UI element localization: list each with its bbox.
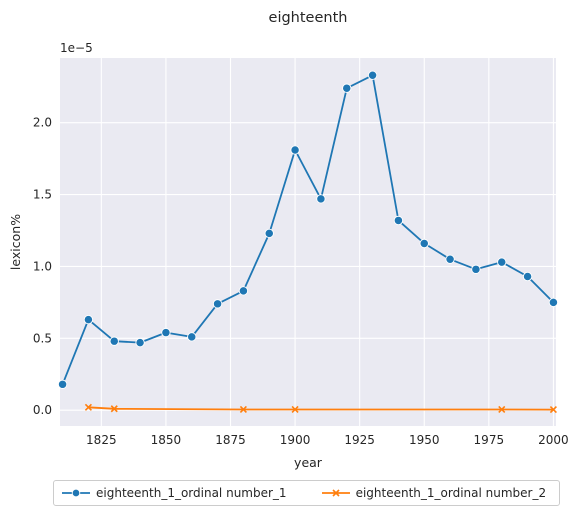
- legend-label-series-1: eighteenth_1_ordinal number_1: [96, 486, 287, 500]
- data-point: [84, 315, 92, 323]
- data-point: [110, 337, 118, 345]
- data-point: [58, 380, 66, 388]
- data-point: [523, 272, 531, 280]
- y-offset-text: 1e−5: [60, 41, 93, 55]
- legend-entry-series-2[interactable]: eighteenth_1_ordinal number_2: [322, 486, 547, 500]
- y-tick-label: 0.5: [33, 331, 52, 345]
- x-tick-label: 1900: [280, 433, 311, 447]
- data-point: [136, 338, 144, 346]
- y-tick-label: 1.0: [33, 259, 52, 273]
- data-point: [343, 84, 351, 92]
- data-point: [162, 328, 170, 336]
- x-axis-label: year: [294, 455, 323, 470]
- x-tick-label: 1950: [409, 433, 440, 447]
- x-axis-ticks: 1825 1850 1875 1900 1925 1950 1975 2000: [86, 433, 569, 447]
- legend: eighteenth_1_ordinal number_1 eighteenth…: [53, 480, 560, 506]
- data-point: [317, 195, 325, 203]
- circle-marker-icon: [62, 487, 90, 499]
- x-tick-label: 1975: [474, 433, 505, 447]
- data-point: [549, 298, 557, 306]
- y-tick-label: 2.0: [33, 116, 52, 130]
- data-point: [188, 333, 196, 341]
- data-point: [291, 146, 299, 154]
- x-tick-label: 1825: [86, 433, 117, 447]
- x-tick-label: 2000: [538, 433, 569, 447]
- x-tick-label: 1850: [151, 433, 182, 447]
- x-marker-icon: [322, 487, 350, 499]
- data-point: [239, 287, 247, 295]
- data-point: [446, 255, 454, 263]
- data-point: [265, 229, 273, 237]
- legend-entry-series-1[interactable]: eighteenth_1_ordinal number_1: [62, 486, 287, 500]
- y-axis-label: lexicon%: [8, 214, 23, 270]
- x-tick-label: 1875: [215, 433, 246, 447]
- y-tick-label: 1.5: [33, 188, 52, 202]
- data-point: [498, 258, 506, 266]
- data-point: [420, 239, 428, 247]
- chart-title: eighteenth: [269, 10, 348, 26]
- y-axis-ticks: 0.0 0.5 1.0 1.5 2.0: [33, 116, 52, 418]
- y-tick-label: 0.0: [33, 403, 52, 417]
- x-tick-label: 1925: [344, 433, 375, 447]
- data-point: [368, 71, 376, 79]
- data-point: [394, 216, 402, 224]
- legend-label-series-2: eighteenth_1_ordinal number_2: [356, 486, 547, 500]
- plot-area: [60, 58, 556, 426]
- data-point: [472, 265, 480, 273]
- data-point: [213, 300, 221, 308]
